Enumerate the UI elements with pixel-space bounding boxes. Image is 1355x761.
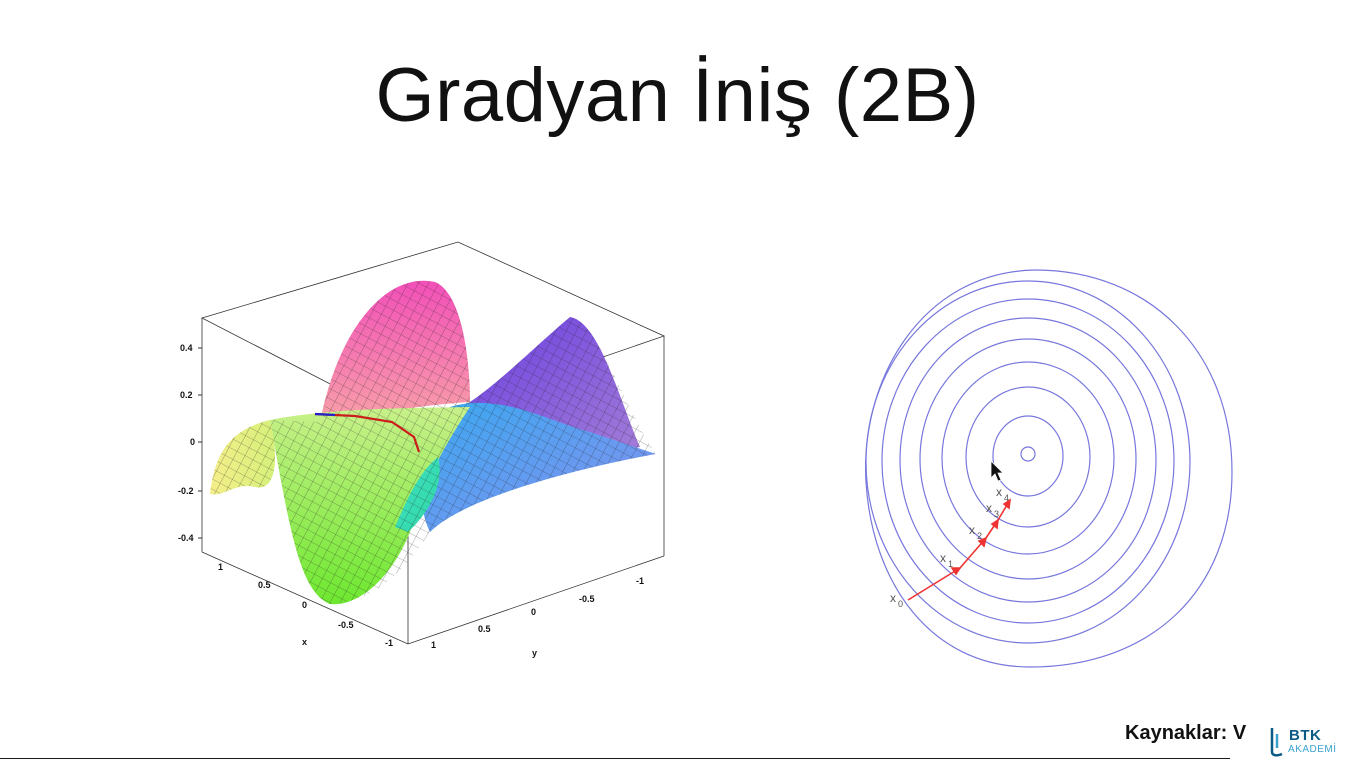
y-tick-label: 1 bbox=[431, 640, 436, 650]
y-tick-label: 0.5 bbox=[478, 624, 491, 634]
iterate-label-x0: x bbox=[890, 591, 896, 605]
iterate-sub: 0 bbox=[898, 599, 903, 609]
x-tick-label: 0 bbox=[302, 600, 307, 610]
arrow-cursor-icon bbox=[990, 460, 1004, 482]
x-axis: 1 0.5 0 -0.5 -1 x bbox=[218, 562, 393, 648]
y-tick-label: 0 bbox=[531, 607, 536, 617]
iterate-label-x1: x bbox=[940, 551, 946, 565]
contour-lines bbox=[864, 269, 1233, 668]
footer-divider bbox=[0, 758, 1230, 759]
descent-arrows bbox=[907, 498, 1012, 601]
logo-name: BTK bbox=[1289, 727, 1322, 744]
btk-logo-icon bbox=[1270, 728, 1283, 757]
x-axis-label: x bbox=[302, 637, 307, 647]
iterate-sub: 1 bbox=[948, 559, 953, 569]
y-tick-label: -1 bbox=[636, 576, 644, 586]
z-axis: 0.4 0.2 0 -0.2 -0.4 bbox=[178, 343, 202, 543]
y-tick-label: -0.5 bbox=[579, 594, 595, 604]
slide-title: Gradyan İniş (2B) bbox=[375, 53, 980, 138]
iterate-sub: 2 bbox=[977, 531, 982, 541]
surface-mesh bbox=[210, 280, 656, 605]
iterate-sub: 3 bbox=[994, 509, 999, 519]
sources-label: Kaynaklar: V bbox=[1125, 722, 1247, 744]
surface-plot: 0.4 0.2 0 -0.2 -0.4 1 0.5 0 -0.5 -1 x 1 … bbox=[178, 241, 666, 658]
z-tick-label: -0.2 bbox=[178, 486, 194, 496]
y-axis-label: y bbox=[532, 648, 537, 658]
x-tick-label: -0.5 bbox=[338, 620, 354, 630]
z-tick-label: 0.2 bbox=[180, 390, 193, 400]
iterate-label-x3: x bbox=[986, 501, 992, 515]
z-tick-label: 0 bbox=[190, 437, 195, 447]
iterate-label-x4: x bbox=[996, 485, 1002, 499]
x-tick-label: 1 bbox=[218, 562, 223, 572]
logo-subtitle: AKADEMİ bbox=[1288, 744, 1337, 755]
contour-plot: x 0 x 1 x 2 x 3 x 4 bbox=[864, 269, 1233, 668]
iterate-labels: x 0 x 1 x 2 x 3 x 4 bbox=[890, 485, 1009, 609]
y-axis: 1 0.5 0 -0.5 -1 y bbox=[431, 576, 644, 658]
x-tick-label: -1 bbox=[385, 638, 393, 648]
x-tick-label: 0.5 bbox=[258, 580, 271, 590]
iterate-sub: 4 bbox=[1004, 493, 1009, 503]
iterate-label-x2: x bbox=[969, 523, 975, 537]
z-tick-label: 0.4 bbox=[180, 343, 193, 353]
z-tick-label: -0.4 bbox=[178, 533, 194, 543]
